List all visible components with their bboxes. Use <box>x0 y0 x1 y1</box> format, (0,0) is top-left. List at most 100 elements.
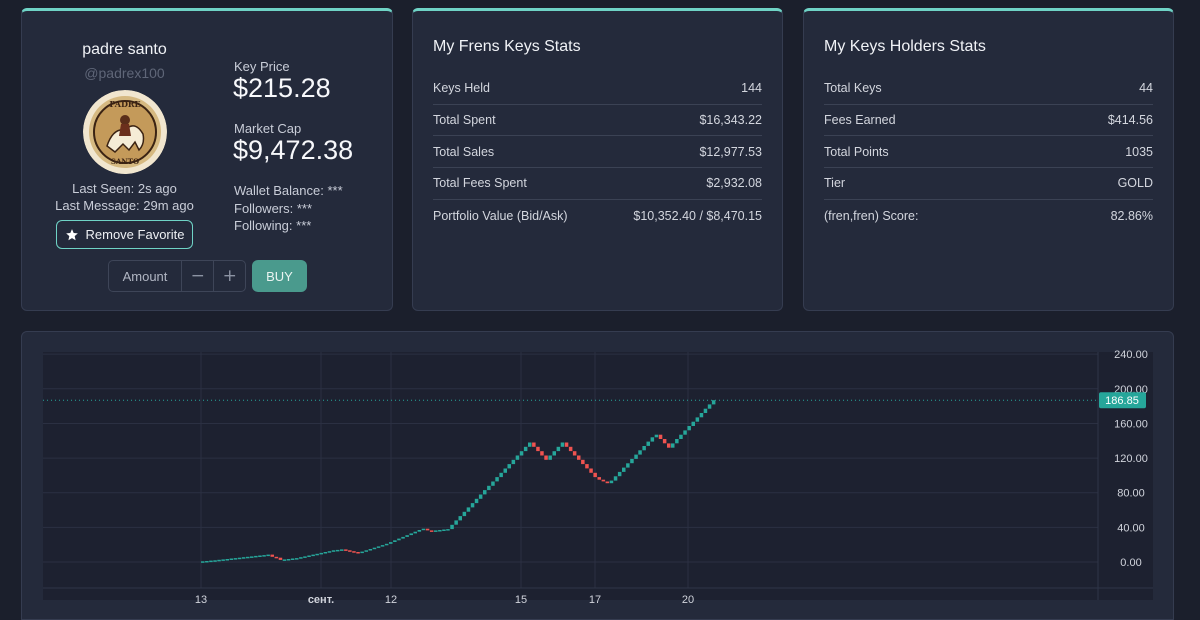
price-bar <box>380 545 385 547</box>
x-tick-label: 20 <box>682 594 694 606</box>
price-bar <box>474 498 479 504</box>
price-bar <box>671 443 675 448</box>
price-bar <box>589 468 593 473</box>
price-bar <box>630 458 634 464</box>
price-bar <box>695 417 700 422</box>
activity-info: Last Seen: 2s ago Last Message: 29m ago <box>22 180 227 214</box>
price-bar <box>662 439 667 444</box>
x-tick-label: 12 <box>385 594 397 606</box>
price-bar <box>413 531 417 534</box>
price-bar <box>221 559 225 561</box>
price-bar <box>405 535 409 537</box>
remove-favorite-button[interactable]: Remove Favorite <box>56 220 193 249</box>
price-bar <box>250 556 254 558</box>
price-bar <box>515 455 520 460</box>
last-price-label: 186.85 <box>1105 395 1139 407</box>
price-bar <box>605 481 610 484</box>
price-bar <box>384 543 389 546</box>
price-chart[interactable]: 0.0040.0080.00120.00160.00200.00240.0013… <box>22 332 1175 620</box>
price-bar <box>703 408 708 413</box>
following-count: Following: *** <box>234 218 312 233</box>
price-bar <box>201 561 205 563</box>
price-bar <box>478 494 483 499</box>
price-bar <box>376 546 381 548</box>
price-bar <box>646 441 650 446</box>
price-bar <box>507 464 511 469</box>
holders-stats-table: Total Keys 44 Fees Earned $414.56 Total Po… <box>824 73 1153 231</box>
price-bar <box>315 553 319 556</box>
price-bar <box>511 459 516 465</box>
price-bar <box>654 434 659 438</box>
price-bar <box>446 529 450 531</box>
price-bar <box>356 552 360 554</box>
price-bar <box>687 426 691 431</box>
stats-value: 1035 <box>1125 144 1153 159</box>
holders-stats-title: My Keys Holders Stats <box>824 38 986 55</box>
price-bar <box>319 552 323 555</box>
stats-value: $12,977.53 <box>699 144 762 159</box>
price-bar <box>519 451 524 456</box>
stats-value: $16,343.22 <box>699 113 762 128</box>
frens-stats-table: Keys Held 144 Total Spent $16,343.22 Total… <box>433 73 762 231</box>
stats-row: Fees Earned $414.56 <box>824 105 1153 137</box>
price-bar <box>585 464 589 469</box>
stats-value: $10,352.40 / $8,470.15 <box>633 208 762 223</box>
price-bar <box>470 503 475 508</box>
price-bar <box>352 551 356 553</box>
price-bar <box>307 555 311 557</box>
stats-label: Fees Earned <box>824 113 896 128</box>
price-bar <box>340 549 344 551</box>
amount-input[interactable] <box>109 261 182 291</box>
price-bar <box>434 530 438 532</box>
price-bar <box>572 451 577 456</box>
price-bar <box>613 476 618 481</box>
price-bar <box>536 446 540 452</box>
key-price-value: $215.28 <box>233 73 331 103</box>
price-bar <box>642 446 646 451</box>
stats-label: Total Keys <box>824 81 882 96</box>
stats-row: Tier GOLD <box>824 168 1153 200</box>
decrement-button[interactable]: − <box>182 261 213 291</box>
y-tick-label: 40.00 <box>1117 522 1145 534</box>
stats-row: (fren,fren) Score: 82.86% <box>824 200 1153 232</box>
price-bar <box>286 559 291 561</box>
stats-row: Total Points 1035 <box>824 136 1153 169</box>
stats-value: GOLD <box>1117 176 1153 191</box>
price-bar <box>487 485 491 491</box>
price-bar <box>364 550 368 552</box>
avatar[interactable]: PADRE SANTO <box>83 90 167 174</box>
price-bar <box>246 556 250 559</box>
remove-favorite-label: Remove Favorite <box>85 227 185 242</box>
increment-button[interactable]: + <box>213 261 245 291</box>
price-bar <box>556 446 561 452</box>
stats-label: Total Points <box>824 144 889 159</box>
buy-button[interactable]: BUY <box>252 260 307 292</box>
price-bar <box>311 554 315 557</box>
price-bar <box>205 561 209 563</box>
price-bar <box>462 511 467 517</box>
amount-stepper: − + <box>108 260 246 292</box>
price-bar <box>417 530 422 532</box>
last-seen: Last Seen: 2s ago <box>72 181 177 196</box>
x-tick-label: 13 <box>195 594 207 606</box>
chart-plot-background <box>43 352 1153 600</box>
price-bar <box>266 554 270 557</box>
price-bar <box>679 434 683 439</box>
price-bar <box>335 549 340 552</box>
star-icon <box>65 228 78 240</box>
stats-row: Keys Held 144 <box>433 73 762 105</box>
price-bar <box>699 413 704 418</box>
x-tick-label: 15 <box>515 594 527 606</box>
social-stats: Wallet Balance: *** Followers: *** Follo… <box>234 182 343 235</box>
price-bar <box>442 529 446 531</box>
market-cap-value: $9,472.38 <box>233 135 354 165</box>
price-bar <box>233 558 238 560</box>
price-bar <box>593 472 597 478</box>
price-bar <box>241 557 246 559</box>
price-bar <box>568 446 573 452</box>
price-bar <box>581 459 585 465</box>
price-bar <box>499 472 503 478</box>
price-bar <box>564 442 569 447</box>
price-bar <box>597 477 601 480</box>
keys-holders-stats-card: My Keys Holders Stats Total Keys 44 Fees … <box>803 8 1174 311</box>
